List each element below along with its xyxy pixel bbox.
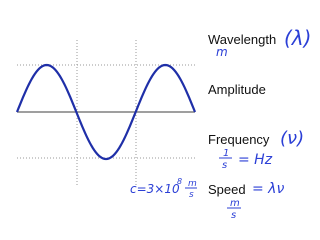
frequency-symbol: (ν) xyxy=(280,128,304,149)
sine-wave xyxy=(15,63,197,161)
wavelength-unit: m xyxy=(216,45,228,59)
frequency-unit-numerator: 1 xyxy=(223,148,229,159)
speed-of-light-denominator: s xyxy=(189,190,194,200)
speed-formula: = λν xyxy=(252,181,284,197)
speed-unit-numerator: m xyxy=(230,198,240,209)
frequency-label: Frequency xyxy=(208,132,270,147)
wavelength-symbol: (λ) xyxy=(284,26,311,50)
frequency-unit-rest: = Hz xyxy=(238,152,273,168)
amplitude-label: Amplitude xyxy=(208,82,266,97)
wavelength-label: Wavelength xyxy=(208,32,276,47)
speed-unit-denominator: s xyxy=(231,210,236,221)
speed-label: Speed xyxy=(208,182,246,197)
wave-diagram xyxy=(15,40,197,186)
speed-of-light-numerator: m xyxy=(188,179,197,189)
speed-of-light: c=3×10 xyxy=(130,182,180,196)
frequency-unit-denominator: s xyxy=(222,160,227,171)
speed-of-light-exponent: 8 xyxy=(177,177,182,186)
